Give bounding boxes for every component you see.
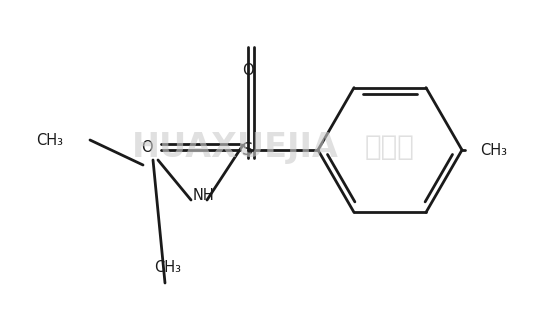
Text: CH₃: CH₃ — [36, 133, 63, 147]
Text: S: S — [242, 141, 254, 159]
Text: NH: NH — [193, 188, 215, 202]
Text: O: O — [242, 63, 254, 78]
Text: O: O — [141, 139, 153, 154]
Text: 化学加: 化学加 — [365, 133, 415, 161]
Text: HUAXUEJIA: HUAXUEJIA — [131, 131, 338, 163]
Text: CH₃: CH₃ — [155, 260, 182, 275]
Text: CH₃: CH₃ — [480, 142, 507, 157]
